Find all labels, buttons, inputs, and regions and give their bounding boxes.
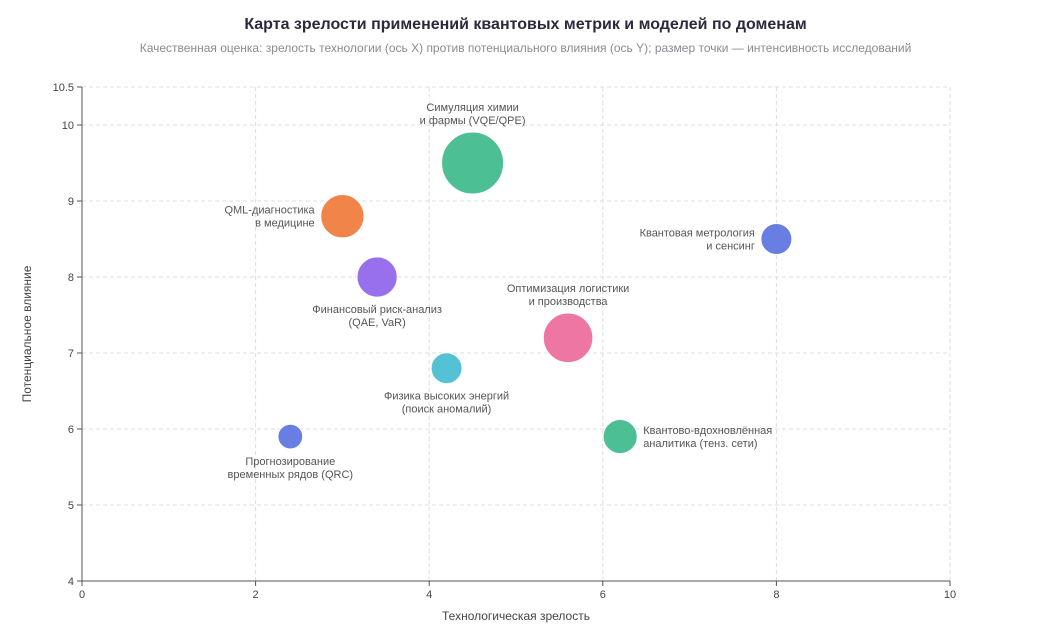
point-label: аналитика (тенз. сети) — [643, 438, 757, 450]
point-label: Оптимизация логистики — [507, 283, 629, 295]
point-label: Финансовый риск-анализ — [312, 304, 442, 316]
y-tick-label: 8 — [68, 272, 74, 284]
data-point[interactable] — [441, 131, 505, 195]
y-tick-label: 9 — [68, 196, 74, 208]
point-label: в медицине — [255, 218, 315, 230]
data-point[interactable] — [277, 423, 304, 450]
x-tick-label: 0 — [79, 589, 85, 601]
point-label: и производства — [529, 296, 609, 308]
y-tick-label: 7 — [68, 348, 74, 360]
point-label: QML-диагностика — [224, 205, 315, 217]
y-tick-label: 6 — [68, 424, 74, 436]
data-point[interactable] — [602, 419, 638, 455]
chart-subtitle: Качественная оценка: зрелость технологии… — [139, 41, 912, 55]
y-tick-label: 10 — [62, 120, 74, 132]
point-label: (QAE, VaR) — [348, 317, 405, 329]
y-tick-label: 5 — [68, 500, 74, 512]
data-point[interactable] — [760, 223, 793, 255]
point-label: временных рядов (QRC) — [228, 469, 354, 481]
data-points — [277, 131, 793, 455]
point-label: Квантовая метрология — [640, 228, 755, 240]
data-point[interactable] — [356, 256, 398, 298]
y-tick-label: 10.5 — [53, 82, 74, 94]
point-label: и фармы (VQE/QPE) — [420, 115, 526, 127]
point-label: Физика высоких энергий — [384, 391, 509, 403]
x-tick-label: 4 — [426, 589, 432, 601]
point-label: и сенсинг — [706, 241, 755, 253]
chart-title: Карта зрелости применений квантовых метр… — [244, 16, 807, 33]
point-label: Прогнозирование — [245, 456, 335, 468]
data-point[interactable] — [542, 312, 594, 364]
y-tick-label: 4 — [68, 576, 74, 588]
grid-lines — [82, 86, 951, 581]
data-point[interactable] — [320, 194, 365, 239]
point-label: Симуляция химии — [426, 102, 518, 114]
tick-labels: 0 2 4 6 8 10 4 5 6 7 8 9 10 10.5 — [53, 82, 957, 601]
x-tick-label: 8 — [773, 589, 779, 601]
point-label: Квантово-вдохновлённая — [643, 425, 772, 437]
y-axis-label: Потенциальное влияние — [20, 265, 34, 402]
point-label: (поиск аномалий) — [402, 404, 492, 416]
data-point[interactable] — [430, 352, 463, 385]
x-axis-label: Технологическая зрелость — [442, 609, 590, 623]
x-tick-label: 10 — [944, 589, 956, 601]
x-tick-label: 6 — [600, 589, 606, 601]
axes — [81, 87, 950, 582]
x-tick-label: 2 — [253, 589, 259, 601]
